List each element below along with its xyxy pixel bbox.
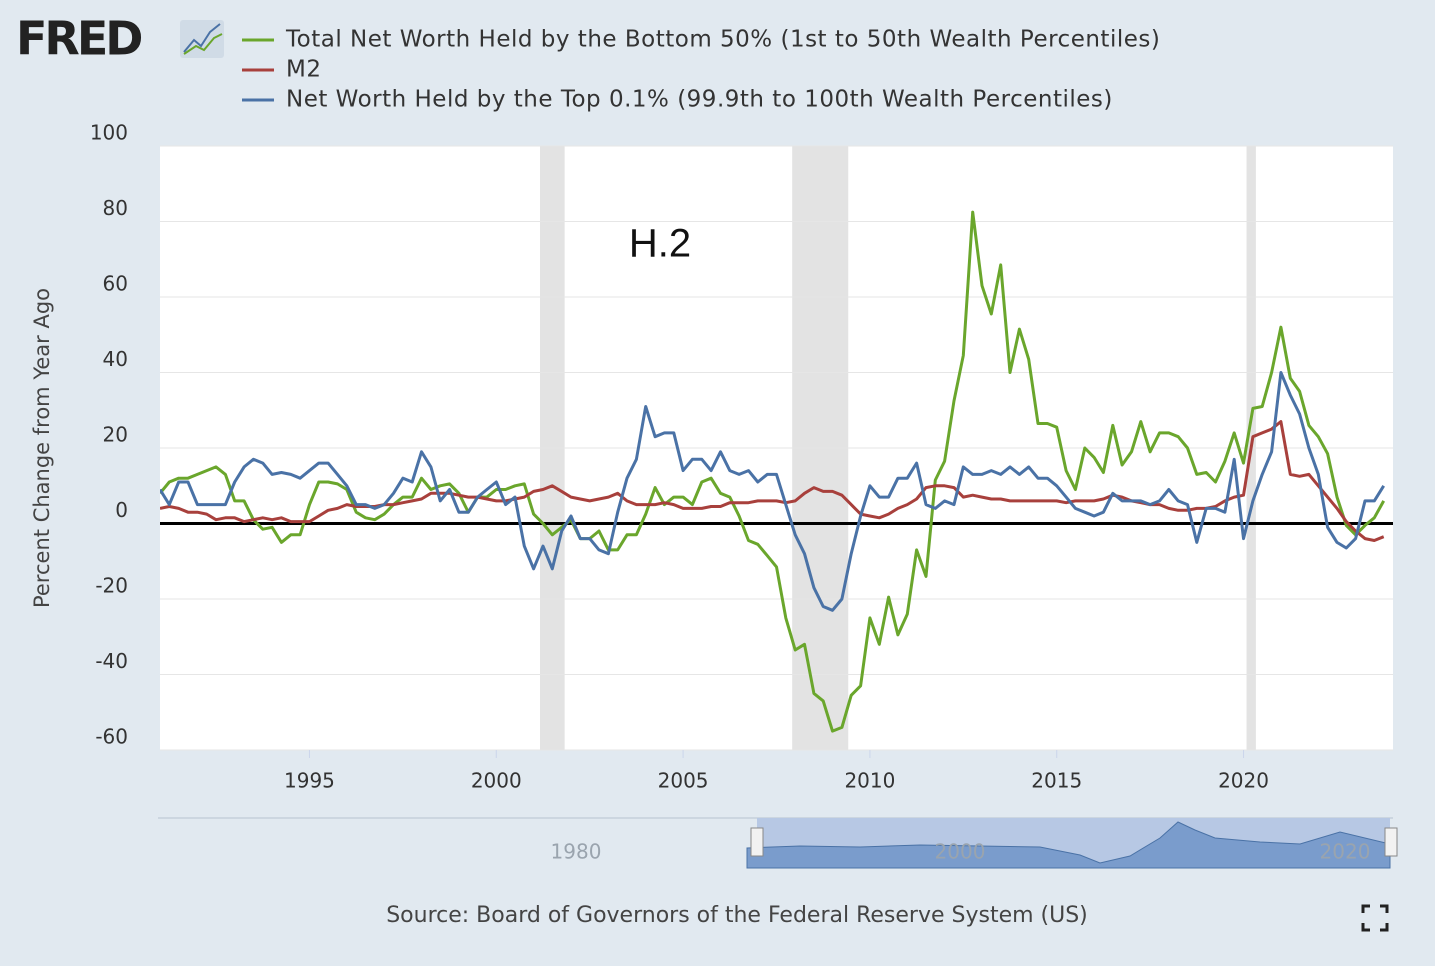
series-line (160, 210, 1386, 733)
y-tick-label: 80 (103, 196, 128, 220)
navigator-handle[interactable] (750, 827, 764, 857)
x-tick-label: 2005 (658, 769, 709, 793)
x-tick-label: 1995 (284, 769, 335, 793)
fullscreen-icon[interactable] (1361, 904, 1389, 932)
navigator-label: 2000 (935, 840, 986, 864)
navigator-series (746, 821, 1391, 869)
navigator-handle[interactable] (1384, 827, 1398, 857)
logo-icon-line (183, 23, 221, 53)
series-line (160, 371, 1385, 612)
source: Source: Board of Governors of the Federa… (386, 903, 1088, 928)
series-lines (160, 210, 1386, 733)
navigator-label: 1980 (551, 840, 602, 864)
grid: -60 -40 -20 0 20 40 60 80 100 1995 2000 2005 2010 201… (90, 121, 1393, 793)
logo-icon-line (183, 33, 223, 55)
y-tick-label: -60 (95, 725, 128, 749)
legend: Total Net Worth Held by the Bottom 50% (… (242, 27, 1160, 113)
x-tick-label: 2000 (471, 769, 522, 793)
navigator-label: 2020 (1320, 840, 1371, 864)
y-tick-label: -40 (95, 649, 128, 673)
y-tick-label: -20 (95, 574, 128, 598)
legend-label: M2 (286, 57, 321, 83)
y-tick-label: 0 (115, 498, 128, 522)
y-tick-label: 40 (103, 347, 128, 371)
y-tick-label: 20 (103, 423, 128, 447)
series-line (160, 420, 1385, 542)
legend-label: Net Worth Held by the Top 0.1% (99.9th t… (286, 87, 1113, 113)
logo[interactable]: FRED (16, 12, 144, 66)
x-tick-label: 2020 (1218, 769, 1269, 793)
legend-label: Total Net Worth Held by the Bottom 50% (… (285, 27, 1160, 53)
x-tick-label: 2010 (844, 769, 895, 793)
annotation: H.2 (629, 222, 691, 266)
x-tick-label: 2015 (1031, 769, 1082, 793)
y-tick-label: 60 (103, 272, 128, 296)
y-axis-label: Percent Change from Year Ago (30, 288, 54, 608)
y-tick-label: 100 (90, 121, 128, 145)
